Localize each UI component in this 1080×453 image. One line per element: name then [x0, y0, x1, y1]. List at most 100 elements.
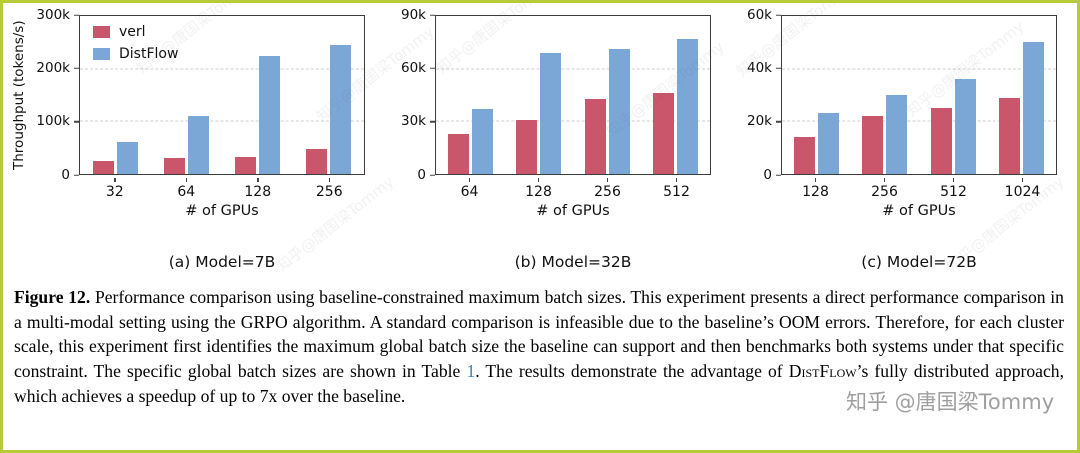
y-tick-label: 30k	[401, 112, 426, 129]
caption-text-1: Performance comparison using baseline-co…	[14, 287, 1064, 381]
y-tick-mark	[74, 67, 79, 70]
x-tick-label: 1024	[988, 178, 1057, 200]
bar-verl-512	[930, 108, 952, 174]
x-tick-label: 256	[573, 178, 642, 200]
x-tick-label: 32	[79, 178, 151, 200]
caption-text-2: . The results demonstrate the advantage …	[475, 360, 789, 381]
y-axis-7b: 0 100k 200k 300k	[33, 8, 79, 181]
legend-item-distflow: DistFlow	[93, 46, 178, 62]
charts-row: Throughput (tokens/s) 0 100k 200k 300k verl…	[3, 3, 1077, 271]
figure-caption: Figure 12. Performance comparison using …	[14, 285, 1064, 408]
y-tick-label: 40k	[747, 59, 772, 76]
gridline	[436, 68, 710, 70]
bar-group-128	[782, 16, 851, 174]
legend: verl DistFlow	[93, 24, 178, 62]
plot-area-72b	[781, 15, 1057, 175]
bar-verl-64	[447, 133, 469, 174]
bar-group-64	[151, 16, 222, 174]
caption-figure-label: Figure 12.	[14, 287, 91, 307]
y-tick-label: 100k	[36, 112, 70, 129]
chart-model-32b: 0 30k 60k 90k 64 128 256 512 # of GPUs (b) Mod…	[389, 8, 711, 271]
bar-distflow-64	[188, 116, 209, 174]
bar-distflow-256	[330, 44, 351, 174]
x-axis-label-7b: # of GPUs	[185, 203, 259, 219]
x-axis-ticks-72b: 128 256 512 1024	[781, 178, 1057, 200]
x-tick-label: 128	[504, 178, 573, 200]
x-axis-ticks-7b: 32 64 128 256	[79, 178, 365, 200]
y-axis-label: Throughput (tokens/s)	[11, 20, 27, 170]
bar-verl-64	[164, 158, 185, 174]
y-tick-mark	[74, 120, 79, 123]
legend-label-verl: verl	[119, 24, 146, 40]
gridline	[782, 120, 1056, 122]
bar-groups	[782, 16, 1056, 174]
y-tick-label: 0	[763, 166, 772, 183]
y-tick-mark	[430, 120, 435, 123]
y-tick-mark	[776, 120, 781, 123]
bar-verl-256	[862, 116, 884, 174]
y-tick-label: 60k	[401, 59, 426, 76]
subcaption-b: (b) Model=32B	[514, 253, 632, 271]
table-1-link[interactable]: 1	[466, 360, 476, 381]
bar-verl-32	[93, 160, 114, 174]
x-tick-label: 512	[642, 178, 711, 200]
y-tick-label: 90k	[401, 6, 426, 23]
legend-item-verl: verl	[93, 24, 178, 40]
y-tick-mark	[430, 14, 435, 16]
plot-area-7b: verl DistFlow	[79, 15, 365, 175]
bar-group-64	[436, 16, 505, 174]
subcaption-c: (c) Model=72B	[861, 253, 977, 271]
gridline	[436, 120, 710, 122]
x-axis-label-32b: # of GPUs	[536, 203, 610, 219]
bar-distflow-64	[471, 109, 493, 174]
bar-group-128	[505, 16, 574, 174]
y-tick-label: 20k	[747, 112, 772, 129]
bar-distflow-32	[117, 142, 138, 174]
x-tick-label: 256	[294, 178, 366, 200]
bar-groups	[436, 16, 710, 174]
bar-distflow-512	[677, 38, 699, 174]
bar-group-512	[919, 16, 988, 174]
gridline	[782, 68, 1056, 70]
bar-group-128	[222, 16, 293, 174]
bar-distflow-256	[608, 49, 630, 174]
y-axis-72b: 0 20k 40k 60k	[735, 8, 781, 181]
legend-swatch-verl	[93, 26, 110, 38]
caption-text-3: ’s fully distributed approach, which ach…	[14, 360, 1064, 406]
bar-distflow-128	[259, 55, 280, 174]
x-tick-label: 256	[850, 178, 919, 200]
bar-group-256	[293, 16, 364, 174]
y-axis-32b: 0 30k 60k 90k	[389, 8, 435, 181]
bar-distflow-128	[817, 113, 839, 174]
x-axis-ticks-32b: 64 128 256 512	[435, 178, 711, 200]
x-tick-label: 64	[435, 178, 504, 200]
y-tick-label: 200k	[36, 59, 70, 76]
x-axis-label-72b: # of GPUs	[882, 203, 956, 219]
bar-verl-512	[653, 93, 675, 174]
y-tick-mark	[74, 174, 79, 176]
y-tick-mark	[74, 14, 79, 16]
distflow-name: DistFlow	[788, 360, 857, 381]
chart-model-7b: Throughput (tokens/s) 0 100k 200k 300k verl…	[11, 8, 365, 271]
y-tick-mark	[776, 67, 781, 70]
gridline	[80, 68, 364, 70]
chart-model-72b: 0 20k 40k 60k 128 256 512 1024 # of GPUs (c) M…	[735, 8, 1057, 271]
y-tick-label: 300k	[36, 6, 70, 23]
x-tick-label: 512	[919, 178, 988, 200]
y-tick-label: 60k	[747, 6, 772, 23]
x-tick-label: 128	[222, 178, 294, 200]
bar-distflow-1024	[1023, 42, 1045, 174]
y-tick-label: 0	[417, 166, 426, 183]
x-tick-label: 64	[151, 178, 223, 200]
y-tick-mark	[430, 67, 435, 70]
legend-label-distflow: DistFlow	[119, 46, 179, 62]
bar-distflow-256	[886, 95, 908, 174]
bar-group-256	[573, 16, 642, 174]
y-tick-mark	[776, 174, 781, 176]
bar-group-32	[80, 16, 151, 174]
bar-verl-256	[306, 149, 327, 174]
bar-verl-128	[516, 119, 538, 174]
bar-verl-128	[235, 156, 256, 174]
bar-distflow-512	[954, 79, 976, 174]
